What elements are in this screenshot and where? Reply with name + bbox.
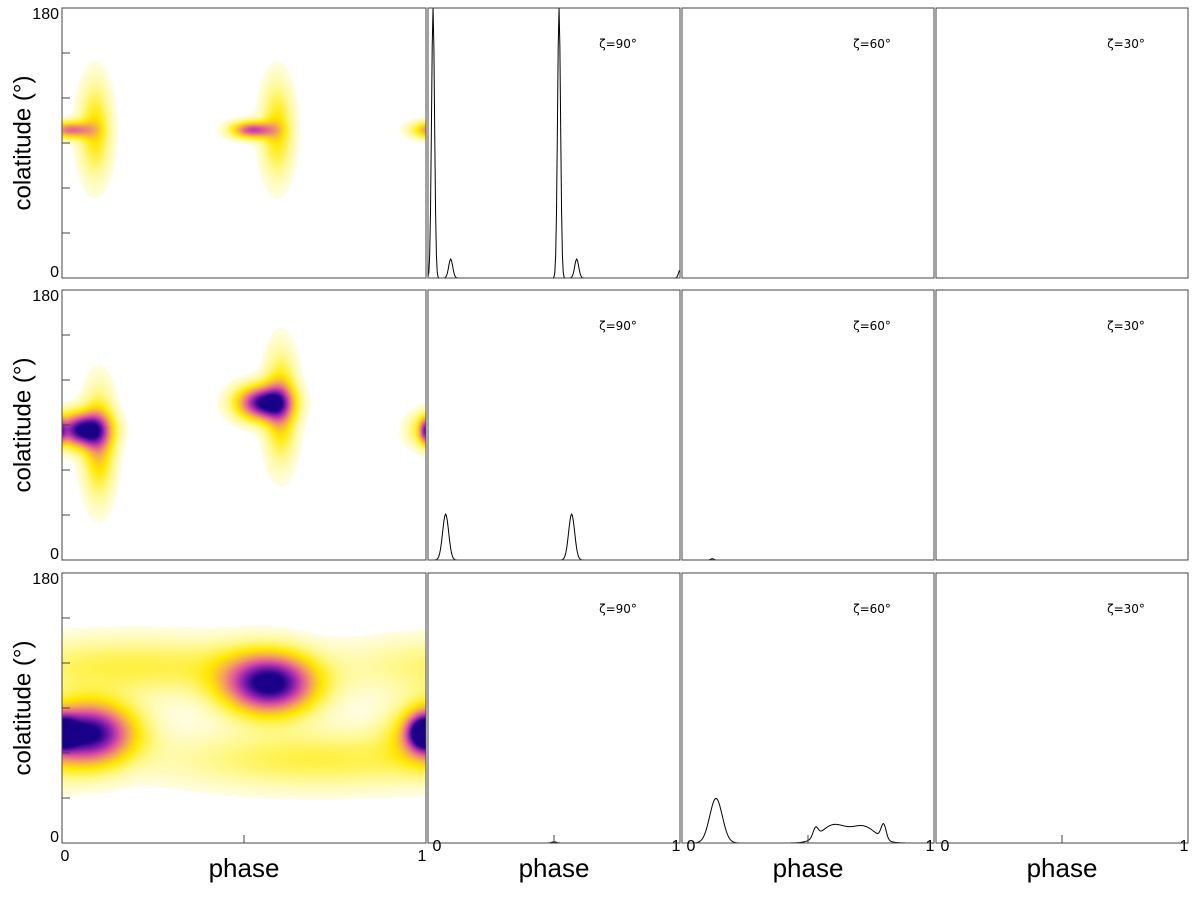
profile-frame-row-3-col-1 (427, 572, 681, 844)
pulse-profile-row-1-col-1 (427, 7, 681, 279)
zeta-label-row-2-col-2: ζ=60° (853, 319, 891, 333)
zeta-label-row-3-col-1: ζ=90° (599, 602, 637, 616)
x-tick-label-1-profile-1: 1 (672, 838, 681, 855)
zeta-label-row-3-col-3: ζ=30° (1107, 602, 1145, 616)
y-tick-label-0-row-2: 0 (50, 546, 59, 563)
zeta-label-row-2-col-1: ζ=90° (599, 319, 637, 333)
y-tick-label-180-row-1: 180 (32, 6, 59, 23)
labels: colatitude (°) 180 0 ζ=90° ζ=60° ζ=30° colatit… (9, 6, 1188, 883)
colatitude-map-row-1 (62, 8, 426, 278)
zeta-label-row-1-col-1: ζ=90° (599, 37, 637, 51)
profile-frame-row-2-col-1 (427, 289, 681, 561)
colatitude-maps (62, 8, 426, 843)
profile-frame-row-2-col-2 (681, 289, 935, 561)
zeta-label-row-1-col-3: ζ=30° (1107, 37, 1145, 51)
y-axis-label-row-2: colatitude (°) (9, 358, 36, 493)
y-tick-label-0-row-3: 0 (50, 829, 59, 846)
y-axis-label-row-1: colatitude (°) (9, 76, 36, 211)
profile-frame-row-2-col-3 (935, 289, 1189, 561)
zeta-label-row-3-col-2: ζ=60° (853, 602, 891, 616)
pulse-profiles (427, 7, 1188, 844)
y-axis-label-row-3: colatitude (°) (9, 641, 36, 776)
profile-frame-row-3-col-3 (935, 572, 1189, 844)
y-tick-label-180-row-3: 180 (32, 571, 59, 588)
y-tick-label-180-row-2: 180 (32, 288, 59, 305)
x-axis-label-profile-3: phase (1027, 853, 1098, 883)
profile-frame-row-1-col-3 (935, 7, 1189, 279)
colatitude-map-row-3 (62, 573, 426, 843)
profile-frame-row-3-col-2 (681, 572, 935, 844)
colatitude-map-row-2 (62, 290, 426, 560)
x-axis-label-profile-2: phase (773, 853, 844, 883)
y-tick-label-0-row-1: 0 (50, 264, 59, 281)
profile-frame-row-1-col-1 (427, 7, 681, 279)
axis-ticks (62, 52, 1063, 843)
pulse-profile-row-2-col-1 (428, 512, 680, 561)
x-axis-label-map: phase (209, 853, 280, 883)
x-tick-label-1-profile-3: 1 (1180, 838, 1189, 855)
zeta-label-row-1-col-2: ζ=60° (853, 37, 891, 51)
x-tick-label-0-profile-2: 0 (687, 838, 696, 855)
x-tick-label-0-map: 0 (61, 848, 70, 865)
x-tick-label-1-profile-2: 1 (926, 838, 935, 855)
x-tick-label-0-profile-1: 0 (433, 838, 442, 855)
x-tick-label-0-profile-3: 0 (941, 838, 950, 855)
profile-frame-row-1-col-2 (681, 7, 935, 279)
zeta-label-row-2-col-3: ζ=30° (1107, 319, 1145, 333)
x-tick-label-1-map: 1 (418, 848, 427, 865)
x-axis-label-profile-1: phase (519, 853, 590, 883)
